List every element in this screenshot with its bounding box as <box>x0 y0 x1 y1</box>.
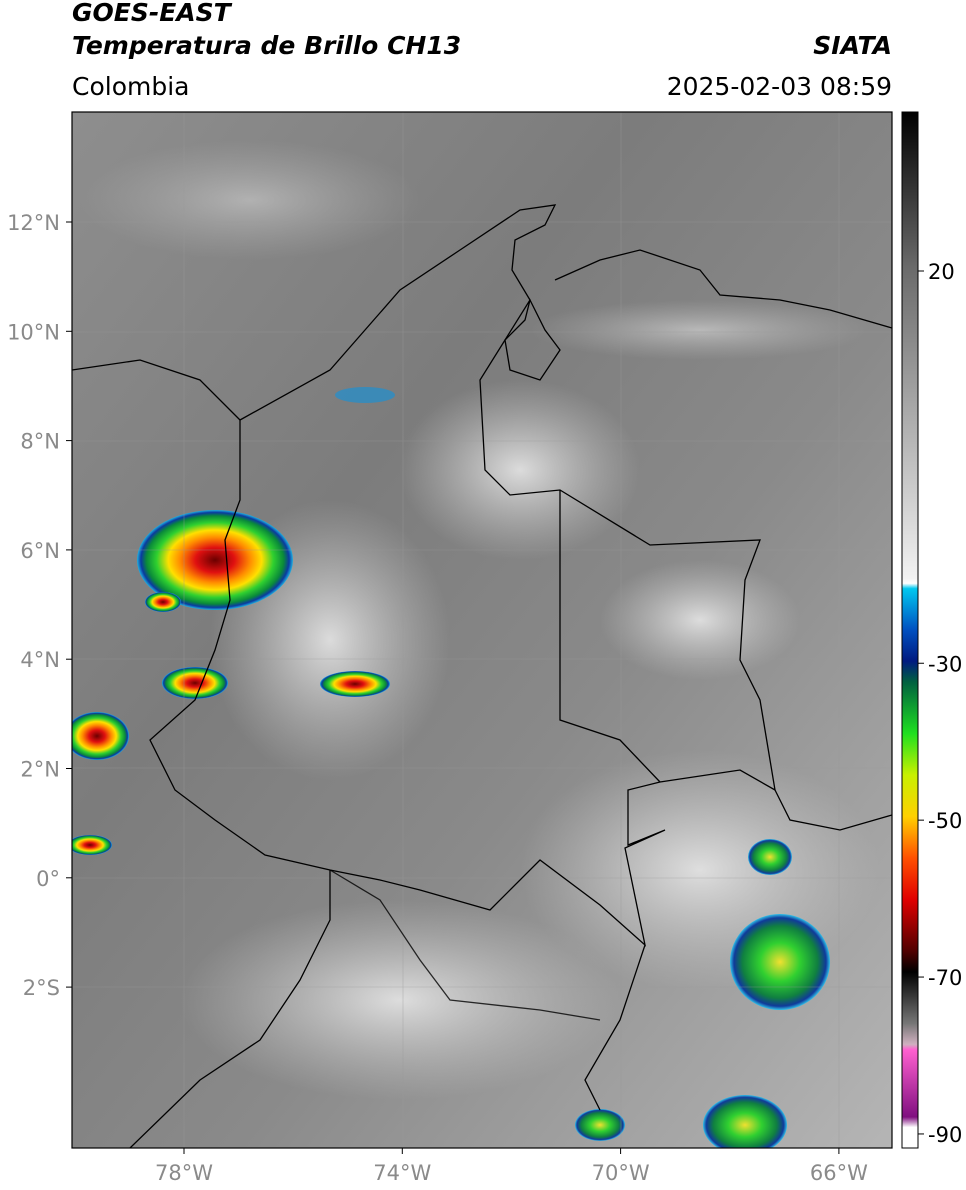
map-frame <box>71 111 893 1149</box>
lat-tick-label: 2°S <box>23 976 60 1000</box>
region: Colombia <box>72 72 189 101</box>
colorbar-tick-label: -50 <box>928 809 962 833</box>
lat-tick-label: 4°N <box>20 648 60 672</box>
product-title: Temperatura de Brillo CH13 <box>72 31 461 60</box>
lat-tick-label: 6°N <box>20 539 60 563</box>
colorbar-tick-label: -30 <box>928 652 962 676</box>
colorbar <box>901 111 919 1149</box>
satellite-image <box>72 112 892 1148</box>
lon-tick-label: 78°W <box>155 1161 213 1185</box>
colorbar-tick-label: 20 <box>928 260 955 284</box>
colorbar-tick-label: -70 <box>928 966 962 990</box>
organization: SIATA <box>813 31 892 60</box>
lon-tick-label: 74°W <box>373 1161 431 1185</box>
lon-tick-label: 66°W <box>810 1161 868 1185</box>
tick-group: 78°W 74°W 70°W 66°W 12°N 10°N 8°N 6°N 4°N 2°N 0° 2°… <box>7 211 962 1185</box>
timestamp: 2025-02-03 08:59 <box>667 72 892 101</box>
lat-tick-label: 2°N <box>20 758 60 782</box>
lat-tick-label: 0° <box>36 867 60 891</box>
lat-tick-label: 8°N <box>20 430 60 454</box>
source-title: GOES-EAST <box>72 0 233 27</box>
lat-tick-label: 12°N <box>7 211 60 235</box>
colorbar-tick-label: -90 <box>928 1123 962 1147</box>
lat-tick-label: 10°N <box>7 320 60 344</box>
lon-tick-label: 70°W <box>592 1161 650 1185</box>
